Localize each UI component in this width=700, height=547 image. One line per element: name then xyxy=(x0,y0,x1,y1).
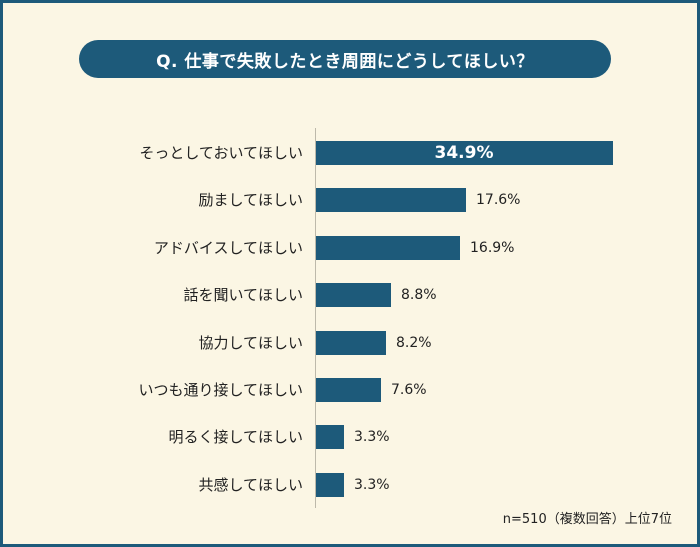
category-label: アドバイスしてほしい xyxy=(153,238,303,257)
category-label: 励ましてほしい xyxy=(198,191,303,210)
category-label: 共感してほしい xyxy=(198,475,303,494)
value-label: 7.6% xyxy=(391,382,427,398)
bar xyxy=(316,141,613,165)
value-label: 16.9% xyxy=(470,239,515,256)
category-label: いつも通り接してほしい xyxy=(138,381,303,399)
sample-note: n=510（複数回答）上位7位 xyxy=(502,512,672,527)
bar xyxy=(316,425,344,450)
category-label: 話を聞いてほしい xyxy=(183,286,303,305)
value-label: 8.2% xyxy=(396,334,432,351)
bar xyxy=(316,188,466,213)
bar xyxy=(316,472,344,497)
bar xyxy=(316,378,381,402)
bar xyxy=(316,283,391,308)
chart-title: Q. 仕事で失敗したとき周囲にどうしてほしい？ xyxy=(79,40,611,78)
category-label: 協力してほしい xyxy=(198,333,303,352)
value-label: 34.9% xyxy=(434,143,494,163)
value-label: 17.6% xyxy=(476,192,521,209)
category-axis-line xyxy=(315,128,316,508)
category-label: そっとしておいてほしい xyxy=(139,144,303,162)
value-label: 3.3% xyxy=(354,429,390,446)
value-label: 3.3% xyxy=(354,476,390,493)
bar xyxy=(316,235,460,260)
bar xyxy=(316,330,386,355)
value-label: 8.8% xyxy=(401,287,437,304)
category-label: 明るく接してほしい xyxy=(168,428,303,447)
